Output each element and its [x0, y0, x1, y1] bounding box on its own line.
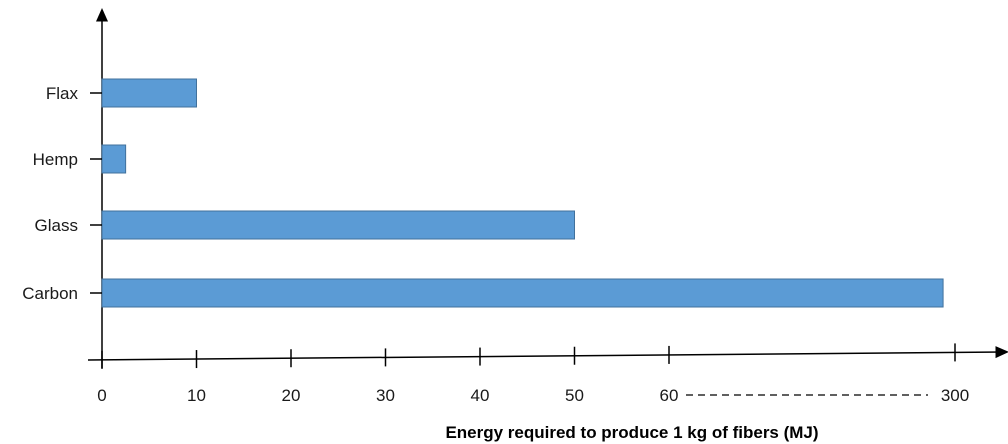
category-labels: Flax Hemp Glass Carbon — [22, 84, 78, 303]
category-label-flax: Flax — [46, 84, 79, 103]
category-label-glass: Glass — [35, 216, 78, 235]
x-tick-label-30: 30 — [376, 386, 395, 405]
x-axis — [87, 346, 1008, 361]
bar-glass — [101, 210, 575, 240]
bars-group — [101, 78, 944, 308]
x-tick-labels: 0 10 20 30 40 50 60 300 — [97, 386, 969, 405]
x-tick-label-40: 40 — [471, 386, 490, 405]
x-tick-label-60: 60 — [660, 386, 679, 405]
x-axis-title: Energy required to produce 1 kg of fiber… — [445, 423, 818, 442]
x-tick-label-0: 0 — [97, 386, 106, 405]
category-ticks — [90, 92, 102, 294]
category-label-hemp: Hemp — [33, 150, 78, 169]
category-label-carbon: Carbon — [22, 284, 78, 303]
x-ticks — [101, 343, 956, 369]
bar-flax — [101, 78, 197, 108]
x-tick-label-10: 10 — [187, 386, 206, 405]
bar-hemp — [101, 144, 127, 174]
x-tick-label-300: 300 — [941, 386, 969, 405]
x-tick-label-20: 20 — [282, 386, 301, 405]
bar-carbon — [101, 278, 944, 308]
x-tick-label-50: 50 — [565, 386, 584, 405]
